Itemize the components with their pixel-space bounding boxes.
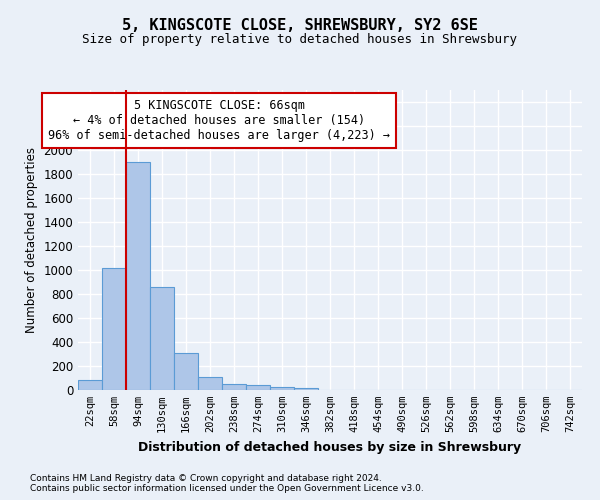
- Bar: [270, 387, 294, 390]
- Text: Distribution of detached houses by size in Shrewsbury: Distribution of detached houses by size …: [139, 441, 521, 454]
- Text: 5, KINGSCOTE CLOSE, SHREWSBURY, SY2 6SE: 5, KINGSCOTE CLOSE, SHREWSBURY, SY2 6SE: [122, 18, 478, 32]
- Bar: [102, 268, 126, 390]
- Y-axis label: Number of detached properties: Number of detached properties: [25, 147, 38, 333]
- Text: Contains public sector information licensed under the Open Government Licence v3: Contains public sector information licen…: [30, 484, 424, 493]
- Bar: [174, 353, 198, 390]
- Bar: [246, 385, 270, 390]
- Bar: [150, 287, 174, 390]
- Bar: [126, 162, 150, 390]
- Bar: [222, 384, 246, 390]
- Text: Size of property relative to detached houses in Shrewsbury: Size of property relative to detached ho…: [83, 32, 517, 46]
- Bar: [294, 388, 318, 390]
- Bar: [198, 377, 222, 390]
- Text: 5 KINGSCOTE CLOSE: 66sqm
← 4% of detached houses are smaller (154)
96% of semi-d: 5 KINGSCOTE CLOSE: 66sqm ← 4% of detache…: [48, 99, 390, 142]
- Bar: [78, 380, 102, 390]
- Text: Contains HM Land Registry data © Crown copyright and database right 2024.: Contains HM Land Registry data © Crown c…: [30, 474, 382, 483]
